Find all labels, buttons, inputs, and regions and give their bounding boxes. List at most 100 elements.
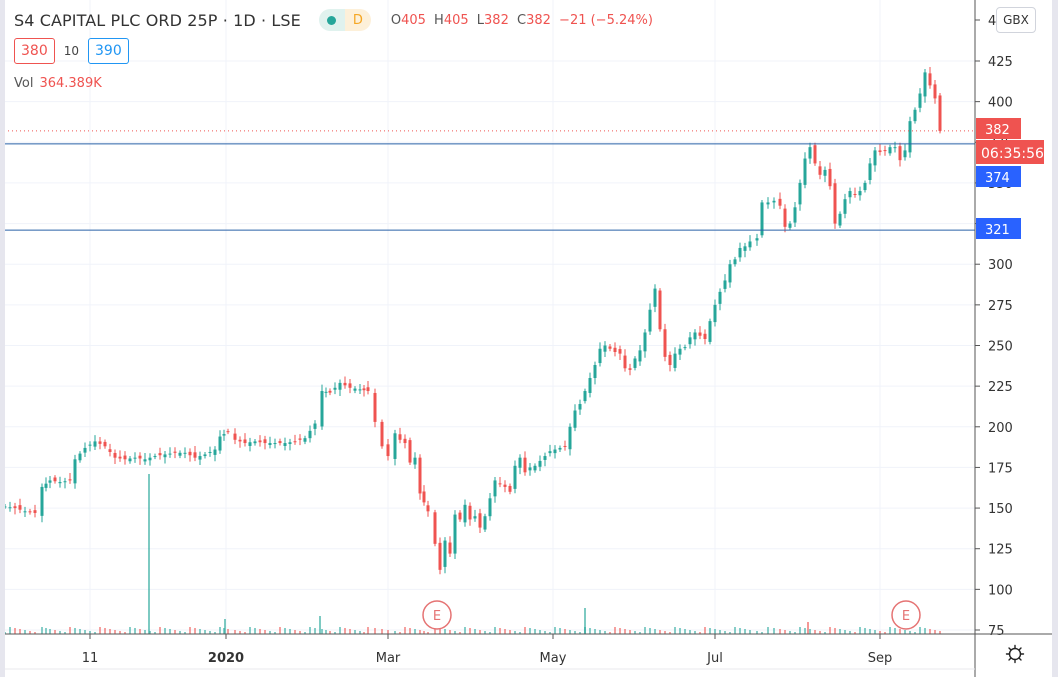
candle-body [698,332,702,336]
volume-bar [279,627,281,634]
volume-bar [41,627,43,634]
candle-body [458,512,462,520]
symbol-title[interactable]: S4 CAPITAL PLC ORD 25P · 1D · LSE [14,10,301,30]
volume-bar [359,631,361,634]
volume-bar [844,630,846,634]
candle-body [238,439,242,442]
candle-body [118,456,122,459]
volume-bar [259,629,261,634]
volume-bar [423,631,425,634]
candle-body [123,455,127,460]
candle-body [688,337,692,345]
volume-bar [234,630,236,634]
candle-body [748,241,752,248]
currency-button[interactable]: GBX [996,7,1036,33]
candle-body [463,504,467,523]
candle-body [288,442,292,445]
buy-ask-button[interactable]: 390 [88,38,129,64]
volume-bar [624,629,626,634]
candle-body [923,72,927,97]
candle-body [222,434,226,436]
candle-body [563,445,567,447]
volume-bar [334,632,336,634]
volume-bar [154,632,156,634]
candle-body [198,456,202,460]
volume-bar [669,632,671,634]
volume-bar [704,627,706,634]
candle-body [408,440,412,463]
candle-body [8,507,12,509]
line-lower-label-bg [976,218,1021,239]
candle-body [18,505,22,510]
candle-body [868,163,872,181]
market-status-pill[interactable]: D [318,9,371,31]
volume-bar [269,631,271,634]
volume-bar [184,632,186,634]
volume-spike [319,616,321,634]
volume-bar [914,632,916,634]
candle-body [743,246,747,251]
volume-bar [129,627,131,634]
candle-body [903,150,907,158]
horizontal-lines[interactable] [0,130,975,231]
volume-bar [367,627,369,634]
volume-bar [909,631,911,634]
volume-bar [884,632,886,634]
volume-bar [104,628,106,634]
volume-bar [569,630,571,634]
candle-body [798,182,802,205]
volume-bar [534,629,536,634]
low-label: L [476,12,485,28]
volume-bar [514,631,516,634]
chart-settings-button[interactable] [1004,643,1026,665]
volume-bar [564,629,566,634]
earnings-marker[interactable]: E [422,600,452,630]
candle-body [193,452,197,458]
volume-bar [239,631,241,634]
volume-bar [779,629,781,634]
market-open-indicator [318,9,345,31]
candle-body [173,451,177,453]
candle-body [208,451,212,453]
candle-body [898,146,902,161]
candle-body [733,259,737,265]
candle-body [808,147,812,159]
volume-bar [589,628,591,634]
candle-body [938,95,942,131]
candle-body [183,452,187,454]
volume-bar [294,630,296,634]
candle-body [258,440,262,443]
volume-bar [734,627,736,634]
volume-bar [824,632,826,634]
volume-bar [64,632,66,634]
candle-body [548,451,552,454]
y-tick-label: 400 [988,96,1013,111]
candle-body [588,378,592,393]
candle-body [728,264,732,283]
volume-bar [381,629,383,634]
volume-bar [49,629,51,634]
candle-body [448,542,452,554]
volume-bar [694,631,696,634]
volume-bar [399,632,401,634]
y-tick-label: 200 [988,421,1013,436]
candle-body [483,516,487,530]
candle-body [628,368,632,370]
candle-body [333,387,337,390]
volume-bar [549,632,551,634]
candle-body [53,477,57,482]
earnings-marker[interactable]: E [891,600,921,630]
volume-bar [59,631,61,634]
candle-body [783,208,787,227]
change-value: −21 (−5.24%) [559,12,653,28]
candle-body [373,392,377,422]
sell-bid-button[interactable]: 380 [14,38,55,64]
volume-bar [594,629,596,634]
volume-bar [709,628,711,634]
countdown-bg [976,140,1044,164]
candle-body [593,365,597,379]
volume-bar [227,629,229,634]
